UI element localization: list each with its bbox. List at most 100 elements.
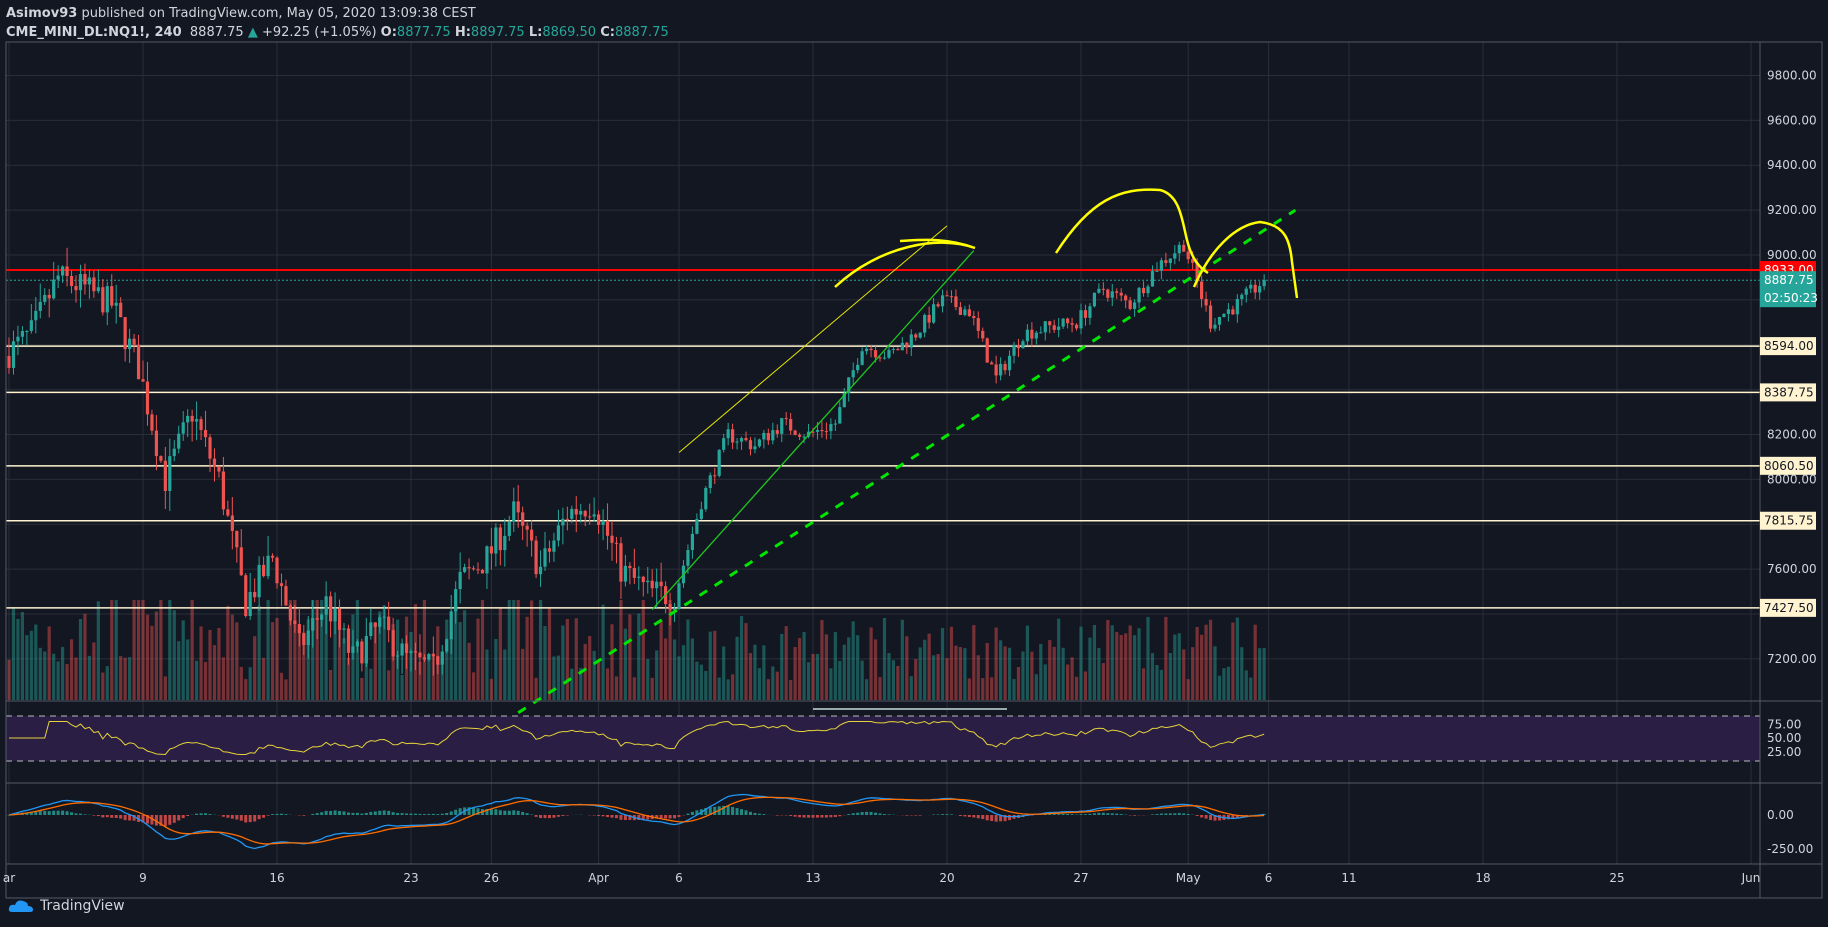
- time-tick-label: 9: [139, 871, 147, 885]
- candle-body: [985, 338, 989, 363]
- candle-body: [306, 630, 310, 645]
- macd-histogram-bar: [941, 814, 945, 815]
- candle-body: [1146, 286, 1150, 294]
- candles: [7, 240, 1266, 676]
- volume-bar: [699, 664, 703, 700]
- candle-body: [1070, 323, 1074, 325]
- countdown-label: 02:50:23: [1764, 291, 1818, 305]
- macd-histogram-bar: [489, 809, 493, 815]
- candle-body: [329, 596, 333, 622]
- macd-histogram-bar: [427, 813, 431, 815]
- candle-body: [168, 456, 172, 492]
- price-axis[interactable]: 9800.00 9600.00 9400.00 9200.00 9000.00 8200.…: [1767, 68, 1817, 856]
- candle-body: [1204, 298, 1208, 306]
- arc-annotation[interactable]: [1054, 188, 1209, 275]
- volume-bar: [820, 620, 824, 700]
- volume-bar: [1249, 677, 1253, 700]
- volume-bar: [878, 677, 882, 700]
- candle-body: [1182, 244, 1186, 252]
- macd-histogram-bar: [869, 812, 873, 815]
- price-tag: [1760, 511, 1816, 530]
- volume-bar: [101, 672, 105, 700]
- candle-body: [775, 430, 779, 434]
- arc-annotation[interactable]: [834, 238, 976, 288]
- volume-bar: [203, 662, 208, 700]
- volume-bar: [440, 658, 444, 700]
- up-arrow-icon: ▲: [247, 25, 258, 40]
- candle-body: [695, 519, 699, 534]
- candle-body: [485, 546, 489, 574]
- volume-bar: [882, 617, 887, 700]
- volume-bar: [999, 640, 1003, 700]
- candle-body: [739, 438, 744, 442]
- volume-bar: [1235, 617, 1239, 700]
- candle-body: [1164, 260, 1168, 263]
- macd-histogram-bar: [387, 810, 391, 815]
- volume-bar: [20, 612, 25, 700]
- volume-bar: [1200, 634, 1204, 700]
- macd-histogram-bar: [145, 815, 149, 824]
- macd-histogram-bar: [677, 815, 681, 818]
- candle-body: [1012, 344, 1016, 356]
- price-tag: [1760, 598, 1816, 617]
- volume-bar: [494, 638, 498, 700]
- volume-bar: [1110, 625, 1114, 700]
- volume-bar: [753, 644, 757, 700]
- macd-histogram-bar: [154, 815, 158, 826]
- candle-body: [646, 580, 650, 583]
- volume-bar: [811, 653, 815, 700]
- hand-drawn-arcs[interactable]: [834, 188, 1299, 299]
- time-axis[interactable]: ar 9 16 23 26 Apr 6 13 20 27 May 6 11 18 25 Jun: [3, 871, 1761, 885]
- volume-bar: [847, 637, 851, 700]
- price-tick-label: 9200.00: [1767, 203, 1817, 217]
- macd-histogram-bar: [789, 815, 793, 817]
- macd-histogram-bar: [606, 815, 610, 818]
- candle-body: [637, 576, 641, 578]
- volume-bar: [34, 624, 38, 700]
- macd-histogram-bar: [29, 811, 33, 815]
- volume-bar: [1240, 647, 1244, 700]
- volume-bar: [7, 659, 11, 700]
- volume-bar: [150, 625, 154, 700]
- volume-bar: [217, 627, 221, 700]
- macd-histogram-bar: [798, 815, 802, 818]
- volume-bar: [1016, 667, 1021, 700]
- macd-histogram-bar: [981, 815, 985, 820]
- candle-body: [253, 592, 257, 598]
- candle-body: [793, 430, 797, 435]
- candle-body: [592, 514, 596, 517]
- publisher-name[interactable]: Asimov93: [6, 6, 78, 21]
- volume-bar: [1164, 616, 1168, 700]
- macd-histogram-bar: [708, 807, 712, 815]
- macd-histogram-bar: [467, 807, 471, 815]
- time-tick-label: 25: [1609, 871, 1624, 885]
- tradingview-logo[interactable]: TradingView: [8, 898, 125, 914]
- arc-annotation[interactable]: [1192, 220, 1299, 299]
- candle-body: [672, 609, 677, 611]
- macd-histogram-bar: [275, 813, 279, 815]
- candle-body: [628, 565, 632, 568]
- trendlines[interactable]: [517, 208, 1297, 715]
- volume-bar: [1106, 620, 1110, 700]
- volume-bar: [306, 619, 310, 700]
- symbol-label[interactable]: CME_MINI_DL:NQ1!, 240: [6, 25, 182, 40]
- volume-bar: [337, 625, 342, 700]
- candle-body: [869, 348, 873, 351]
- volume-bar: [279, 672, 284, 700]
- macd-histogram-bar: [96, 815, 100, 817]
- volume-bar: [735, 636, 739, 700]
- candle-body: [186, 415, 190, 423]
- horizontal-levels[interactable]: [6, 269, 1760, 609]
- volume-bar: [954, 645, 958, 700]
- macd-histogram-bar: [999, 815, 1003, 822]
- volume-bar: [1003, 646, 1007, 700]
- candle-body: [1258, 286, 1262, 293]
- volume-bar: [802, 631, 806, 700]
- volume-bar: [909, 676, 913, 700]
- candle-body: [882, 357, 887, 359]
- candle-body: [431, 653, 435, 657]
- macd-histogram-bar: [119, 815, 123, 819]
- candle-body: [1222, 314, 1226, 318]
- candle-body: [110, 286, 114, 306]
